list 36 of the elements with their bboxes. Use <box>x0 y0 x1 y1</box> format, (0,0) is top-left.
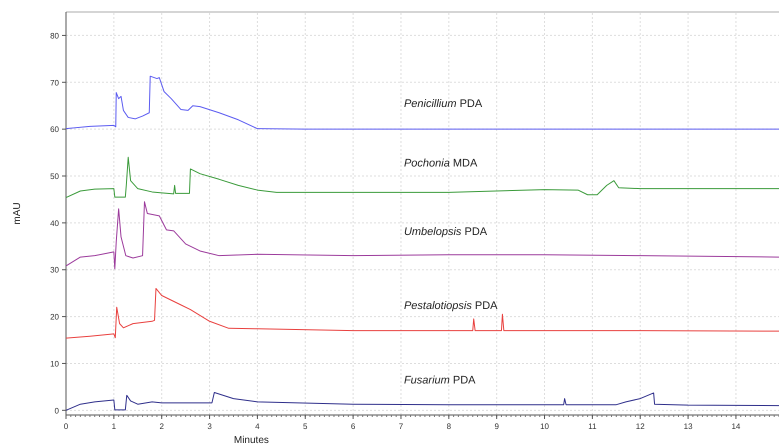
x-axis-title: Minutes <box>234 435 269 445</box>
series-label: Penicillium PDA <box>404 98 483 110</box>
line-series <box>66 76 779 130</box>
x-tick-label: 1 <box>112 422 117 431</box>
x-tick-label: 9 <box>494 422 500 431</box>
x-tick-label: 14 <box>731 422 741 431</box>
line-series <box>66 201 779 270</box>
y-tick-label: 20 <box>50 312 60 322</box>
y-axis-title: mAU <box>12 202 23 225</box>
x-tick-label: 3 <box>207 422 212 431</box>
x-tick-label: 13 <box>684 422 694 431</box>
line-series <box>66 156 779 198</box>
x-tick-label: 8 <box>446 422 452 431</box>
y-tick-label: 30 <box>50 266 60 275</box>
x-tick-label: 11 <box>588 422 598 431</box>
line-series <box>66 392 779 411</box>
line-series <box>66 288 779 339</box>
x-tick-label: 12 <box>636 422 646 431</box>
series-label: Umbelopsis PDA <box>404 226 488 238</box>
x-tick-label: 7 <box>398 422 404 431</box>
series-label: Pochonia MDA <box>404 158 478 170</box>
y-tick-label: 60 <box>50 125 60 134</box>
series-label: Pestalotiopsis PDA <box>404 300 498 312</box>
x-tick-label: 4 <box>255 422 260 431</box>
x-tick-label: 6 <box>350 422 356 431</box>
y-tick-label: 50 <box>50 172 60 182</box>
x-tick-label: 5 <box>303 422 308 431</box>
series-label: Fusarium PDA <box>404 374 476 387</box>
y-tick-label: 10 <box>50 359 60 368</box>
x-tick-label: 2 <box>159 422 164 431</box>
y-tick-label: 80 <box>50 31 60 40</box>
y-tick-label: 70 <box>50 78 60 88</box>
x-tick-label: 0 <box>64 422 69 431</box>
y-tick-label: 0 <box>54 406 60 416</box>
x-tick-label: 10 <box>540 422 550 431</box>
y-tick-label: 40 <box>50 218 60 228</box>
